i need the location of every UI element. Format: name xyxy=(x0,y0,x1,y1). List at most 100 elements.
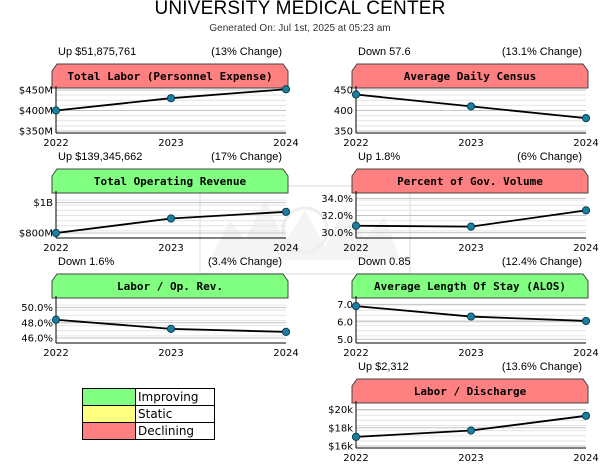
x-tick-label: 2022 xyxy=(343,243,368,254)
y-tick-label: 6.0 xyxy=(337,317,353,328)
chart-panel-alos: Down 0.85 (12.4% Change) Average Length … xyxy=(337,256,599,359)
x-tick-label: 2023 xyxy=(458,138,483,149)
x-tick-label: 2022 xyxy=(43,348,68,359)
x-tick-label: 2024 xyxy=(573,453,598,464)
data-point xyxy=(466,312,476,321)
chart-title: Average Daily Census xyxy=(404,70,536,83)
data-point xyxy=(166,324,176,333)
chart-title-banner xyxy=(51,273,289,299)
chart-title: Total Operating Revenue xyxy=(94,175,247,188)
plot-area: 30.0% 32.0% 34.0% 2022 2023 2024 xyxy=(321,191,599,254)
x-tick-label: 2024 xyxy=(573,243,598,254)
x-tick-label: 2023 xyxy=(158,138,183,149)
page-title: UNIVERSITY MEDICAL CENTER xyxy=(154,0,446,19)
y-tick-label: $350M xyxy=(19,127,53,138)
data-point xyxy=(51,106,61,115)
change-value: Down 1.6% xyxy=(58,256,115,268)
y-tick-label: 350 xyxy=(334,127,353,138)
plot-area: $800M $1B 2022 2023 2024 xyxy=(19,191,299,254)
change-value: Up $2,312 xyxy=(358,361,409,373)
chart-percent-gov-volume: Percent of Gov. Volume 30.0% 32.0% 34.0% 20… xyxy=(321,168,599,254)
data-point xyxy=(581,316,591,326)
data-point xyxy=(581,411,591,420)
y-tick-label: 48.0% xyxy=(21,318,53,329)
data-point xyxy=(351,90,361,99)
change-percent: (13.6% Change) xyxy=(501,361,582,373)
data-point xyxy=(581,206,591,215)
legend-label: Improving xyxy=(135,388,215,406)
change-percent: (13% Change) xyxy=(211,46,282,58)
y-tick-label: 7.0 xyxy=(337,300,353,311)
chart-title-banner xyxy=(351,168,589,194)
chart-total-operating-revenue: Total Operating Revenue $800M $1B 2022 2023… xyxy=(19,168,299,254)
change-value: Down 57.6 xyxy=(358,46,411,58)
x-tick-label: 2022 xyxy=(43,138,68,149)
chart-panel-total-operating-revenue: Up $139,345,662 (17% Change) Total Opera… xyxy=(19,151,299,254)
change-percent: (6% Change) xyxy=(517,151,582,163)
y-tick-label: $16k xyxy=(328,442,353,453)
plot-area: $350M $400M $450M 2022 2023 2024 xyxy=(19,85,299,149)
x-tick-label: 2022 xyxy=(343,453,368,464)
chart-labor-op-rev: Labor / Op. Rev. 46.0% 48.0% 50.0% 2022 2023… xyxy=(21,273,299,359)
change-percent: (12.4% Change) xyxy=(501,256,582,268)
chart-panel-percent-gov-volume: Up 1.8% (6% Change) Percent of Gov. Volu… xyxy=(321,151,599,254)
x-tick-label: 2024 xyxy=(273,138,298,149)
data-point xyxy=(166,214,176,223)
y-tick-label: $1B xyxy=(33,198,53,209)
chart-panel-labor-op-rev: Down 1.6% (3.4% Change) Labor / Op. Rev.… xyxy=(21,256,299,359)
data-point xyxy=(351,221,361,230)
chart-title-banner xyxy=(351,63,589,89)
change-percent: (3.4% Change) xyxy=(208,256,282,268)
y-tick-label: 50.0% xyxy=(21,303,53,314)
data-point xyxy=(466,102,476,111)
chart-title: Average Length Of Stay (ALOS) xyxy=(374,280,566,293)
chart-title-banner xyxy=(51,168,289,194)
legend-label: Declining xyxy=(135,422,215,440)
data-point xyxy=(281,207,291,216)
y-tick-label: 5.0 xyxy=(337,335,353,346)
legend-row: Declining xyxy=(82,422,215,440)
x-tick-label: 2022 xyxy=(343,348,368,359)
data-point xyxy=(281,327,291,336)
change-percent: (17% Change) xyxy=(211,151,282,163)
data-point xyxy=(466,426,476,435)
chart-panel-labor-discharge: Up $2,312 (13.6% Change) Labor / Dischar… xyxy=(328,361,599,464)
change-percent: (13.1% Change) xyxy=(501,46,582,58)
chart-title: Total Labor (Personnel Expense) xyxy=(67,70,272,83)
x-tick-label: 2024 xyxy=(573,138,598,149)
plot-area: 5.0 6.0 7.0 2022 2023 2024 xyxy=(337,296,599,359)
chart-average-daily-census: Average Daily Census 350 400 450 2022 2023 20… xyxy=(334,63,599,149)
y-tick-label: 46.0% xyxy=(21,333,53,344)
change-value: Down 0.85 xyxy=(358,256,411,268)
plot-area: 350 400 450 2022 2023 2024 xyxy=(334,86,599,150)
x-tick-label: 2022 xyxy=(343,138,368,149)
y-tick-label: $450M xyxy=(19,86,53,97)
chart-alos: Average Length Of Stay (ALOS) 5.0 6.0 7.0 2… xyxy=(337,273,599,359)
data-point xyxy=(351,302,361,311)
legend-row: Static xyxy=(82,405,215,423)
data-point xyxy=(166,94,176,103)
legend-row: Improving xyxy=(82,388,215,406)
chart-title: Labor / Discharge xyxy=(414,385,527,398)
chart-title: Percent of Gov. Volume xyxy=(397,175,543,188)
y-tick-label: 32.0% xyxy=(321,211,353,222)
data-point xyxy=(581,114,591,123)
change-value: Up $139,345,662 xyxy=(58,151,143,163)
legend-swatch-static xyxy=(82,405,136,423)
chart-total-labor: Total Labor (Personnel Expense) $350M $40… xyxy=(19,63,299,149)
y-tick-label: 450 xyxy=(334,86,353,97)
change-value: Up 1.8% xyxy=(358,151,401,163)
x-tick-label: 2022 xyxy=(43,243,68,254)
data-point xyxy=(351,432,361,441)
data-point xyxy=(466,222,476,231)
chart-panel-average-daily-census: Down 57.6 (13.1% Change) Average Daily C… xyxy=(334,46,599,149)
x-tick-label: 2024 xyxy=(273,348,298,359)
data-point xyxy=(281,85,291,94)
plot-area: 46.0% 48.0% 50.0% 2022 2023 2024 xyxy=(21,296,299,359)
chart-panel-total-labor: Up $51,875,761 (13% Change) Total Labor … xyxy=(19,46,299,149)
chart-title-banner xyxy=(351,273,589,299)
legend-label: Static xyxy=(135,405,215,423)
y-tick-label: $800M xyxy=(19,228,53,239)
x-tick-label: 2024 xyxy=(573,348,598,359)
x-tick-label: 2023 xyxy=(158,348,183,359)
